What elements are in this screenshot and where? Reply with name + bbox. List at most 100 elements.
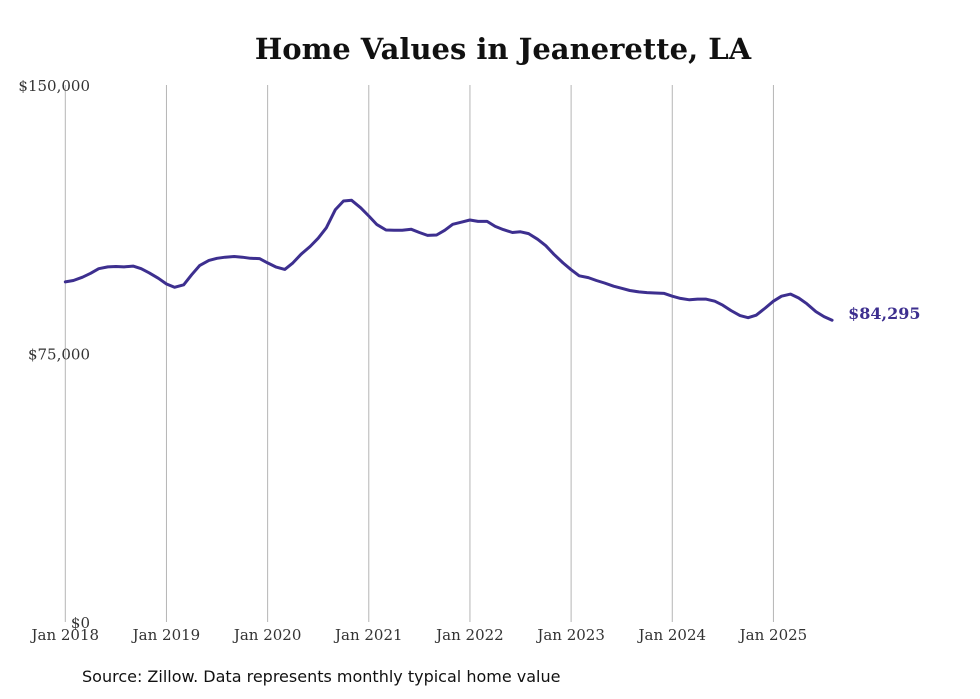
data-point bbox=[789, 293, 792, 296]
data-point bbox=[519, 230, 522, 233]
end-value-label: $84,295 bbox=[848, 304, 920, 323]
y-tick-label: $0 bbox=[71, 614, 90, 632]
data-point bbox=[342, 200, 345, 203]
data-point bbox=[97, 267, 100, 270]
data-point bbox=[713, 300, 716, 303]
data-point bbox=[815, 310, 818, 313]
data-point bbox=[241, 256, 244, 259]
data-point bbox=[797, 297, 800, 300]
data-point bbox=[502, 228, 505, 231]
data-point bbox=[385, 229, 388, 232]
data-point bbox=[317, 237, 320, 240]
data-point bbox=[688, 298, 691, 301]
data-point bbox=[739, 314, 742, 317]
data-point bbox=[325, 226, 328, 229]
data-point bbox=[671, 295, 674, 298]
data-point bbox=[587, 276, 590, 279]
data-point bbox=[704, 298, 707, 301]
data-point bbox=[663, 292, 666, 295]
data-point bbox=[283, 268, 286, 271]
data-point bbox=[578, 274, 581, 277]
x-tick-label: Jan 2022 bbox=[434, 626, 504, 644]
data-point bbox=[216, 257, 219, 260]
data-point bbox=[544, 244, 547, 247]
x-axis-ticks: Jan 2018 Jan 2019 Jan 2020 Jan 2021 Jan 2022… bbox=[30, 626, 808, 644]
series-line-0 bbox=[63, 198, 834, 322]
data-point bbox=[208, 259, 211, 262]
data-point bbox=[249, 257, 252, 260]
data-point bbox=[443, 229, 446, 232]
data-point bbox=[612, 285, 615, 288]
data-point bbox=[190, 273, 193, 276]
data-point bbox=[451, 223, 454, 226]
data-point bbox=[114, 265, 117, 268]
data-point bbox=[831, 319, 834, 322]
data-point bbox=[805, 302, 808, 305]
data-point bbox=[148, 272, 151, 275]
data-point bbox=[198, 264, 201, 267]
data-point bbox=[469, 219, 472, 222]
data-point bbox=[553, 253, 556, 256]
data-point bbox=[654, 292, 657, 295]
data-point bbox=[637, 291, 640, 294]
data-point bbox=[603, 282, 606, 285]
data-point bbox=[562, 262, 565, 265]
data-point bbox=[536, 238, 539, 241]
x-tick-label: Jan 2018 bbox=[30, 626, 100, 644]
data-point bbox=[266, 262, 269, 265]
data-point bbox=[628, 289, 631, 292]
data-point bbox=[696, 298, 699, 301]
chart-title: Home Values in Jeanerette, LA bbox=[255, 32, 752, 66]
data-point bbox=[772, 300, 775, 303]
gridlines bbox=[64, 85, 774, 622]
data-point bbox=[679, 297, 682, 300]
y-axis-ticks: $0 $75,000 $150,000 bbox=[18, 77, 90, 632]
data-point bbox=[747, 316, 750, 319]
data-point bbox=[132, 265, 135, 268]
data-point bbox=[64, 281, 67, 284]
data-point bbox=[393, 229, 396, 232]
data-point bbox=[157, 277, 160, 280]
data-point bbox=[477, 220, 480, 223]
data-point bbox=[527, 232, 530, 235]
data-point bbox=[350, 199, 353, 202]
data-point bbox=[511, 231, 514, 234]
x-tick-label: Jan 2023 bbox=[535, 626, 605, 644]
data-point bbox=[140, 267, 143, 270]
x-tick-label: Jan 2025 bbox=[738, 626, 808, 644]
data-point bbox=[359, 206, 362, 209]
data-point bbox=[182, 283, 185, 286]
data-point bbox=[258, 257, 261, 260]
data-point bbox=[375, 223, 378, 226]
data-point bbox=[72, 279, 75, 282]
data-point bbox=[764, 307, 767, 310]
data-point bbox=[367, 215, 370, 218]
data-point bbox=[224, 256, 227, 259]
data-point bbox=[334, 208, 337, 211]
data-point bbox=[730, 309, 733, 312]
x-tick-label: Jan 2024 bbox=[636, 626, 706, 644]
data-point bbox=[165, 283, 168, 286]
data-point bbox=[173, 286, 176, 289]
y-tick-label: $75,000 bbox=[28, 346, 90, 364]
source-note: Source: Zillow. Data represents monthly … bbox=[82, 667, 561, 686]
data-point bbox=[823, 315, 826, 318]
data-point bbox=[486, 220, 489, 223]
data-point bbox=[494, 225, 497, 228]
data-point bbox=[274, 265, 277, 268]
data-point bbox=[460, 221, 463, 224]
data-point bbox=[292, 262, 295, 265]
x-tick-label: Jan 2019 bbox=[131, 626, 201, 644]
data-point bbox=[89, 272, 92, 275]
data-point bbox=[595, 279, 598, 282]
data-point bbox=[410, 228, 413, 231]
series-lines bbox=[63, 198, 834, 322]
data-point bbox=[81, 276, 84, 279]
data-point bbox=[300, 253, 303, 256]
data-point bbox=[755, 314, 758, 317]
data-point bbox=[426, 234, 429, 237]
x-tick-label: Jan 2020 bbox=[232, 626, 302, 644]
data-point bbox=[106, 265, 109, 268]
data-point bbox=[309, 245, 312, 248]
